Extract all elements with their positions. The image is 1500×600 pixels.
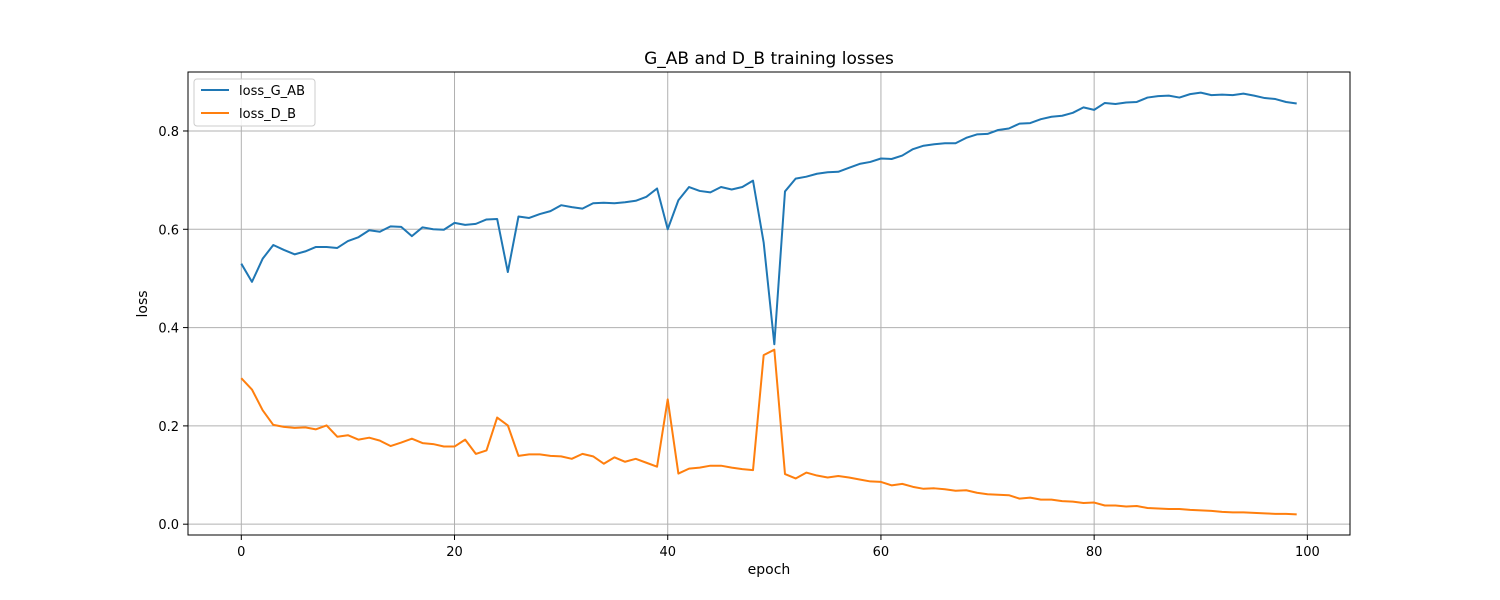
x-tick-label: 60	[873, 545, 890, 560]
series-line-loss-g-ab	[240, 91, 1297, 346]
x-tick-label: 80	[1086, 545, 1103, 560]
x-tick-label: 100	[1295, 545, 1320, 560]
y-tick-label: 0.2	[158, 420, 179, 435]
x-tick-label: 40	[659, 545, 676, 560]
x-axis: 0 20 40 60 80 100	[237, 535, 1320, 560]
grid-lines	[188, 72, 1350, 535]
x-axis-title: epoch	[748, 562, 791, 578]
y-tick-label: 0.4	[158, 322, 179, 337]
legend: loss_G_AB loss_D_B	[193, 78, 316, 127]
series-line-loss-d-b	[240, 348, 1297, 516]
series-layer	[240, 91, 1297, 516]
legend-label-loss-g-ab: loss_G_AB	[239, 84, 305, 99]
y-axis-title: loss	[135, 290, 151, 317]
y-tick-label: 0.6	[158, 223, 179, 238]
legend-label-loss-d-b: loss_D_B	[239, 107, 296, 122]
plot-background	[188, 72, 1350, 535]
y-tick-label: 0.8	[158, 125, 179, 140]
x-tick-label: 0	[237, 545, 245, 560]
y-tick-label: 0.0	[158, 518, 179, 533]
x-tick-label: 20	[446, 545, 463, 560]
chart-title: G_AB and D_B training losses	[644, 49, 894, 69]
y-axis: 0.0 0.2 0.4 0.6 0.8	[158, 125, 188, 533]
plot-frame	[187, 71, 1351, 536]
